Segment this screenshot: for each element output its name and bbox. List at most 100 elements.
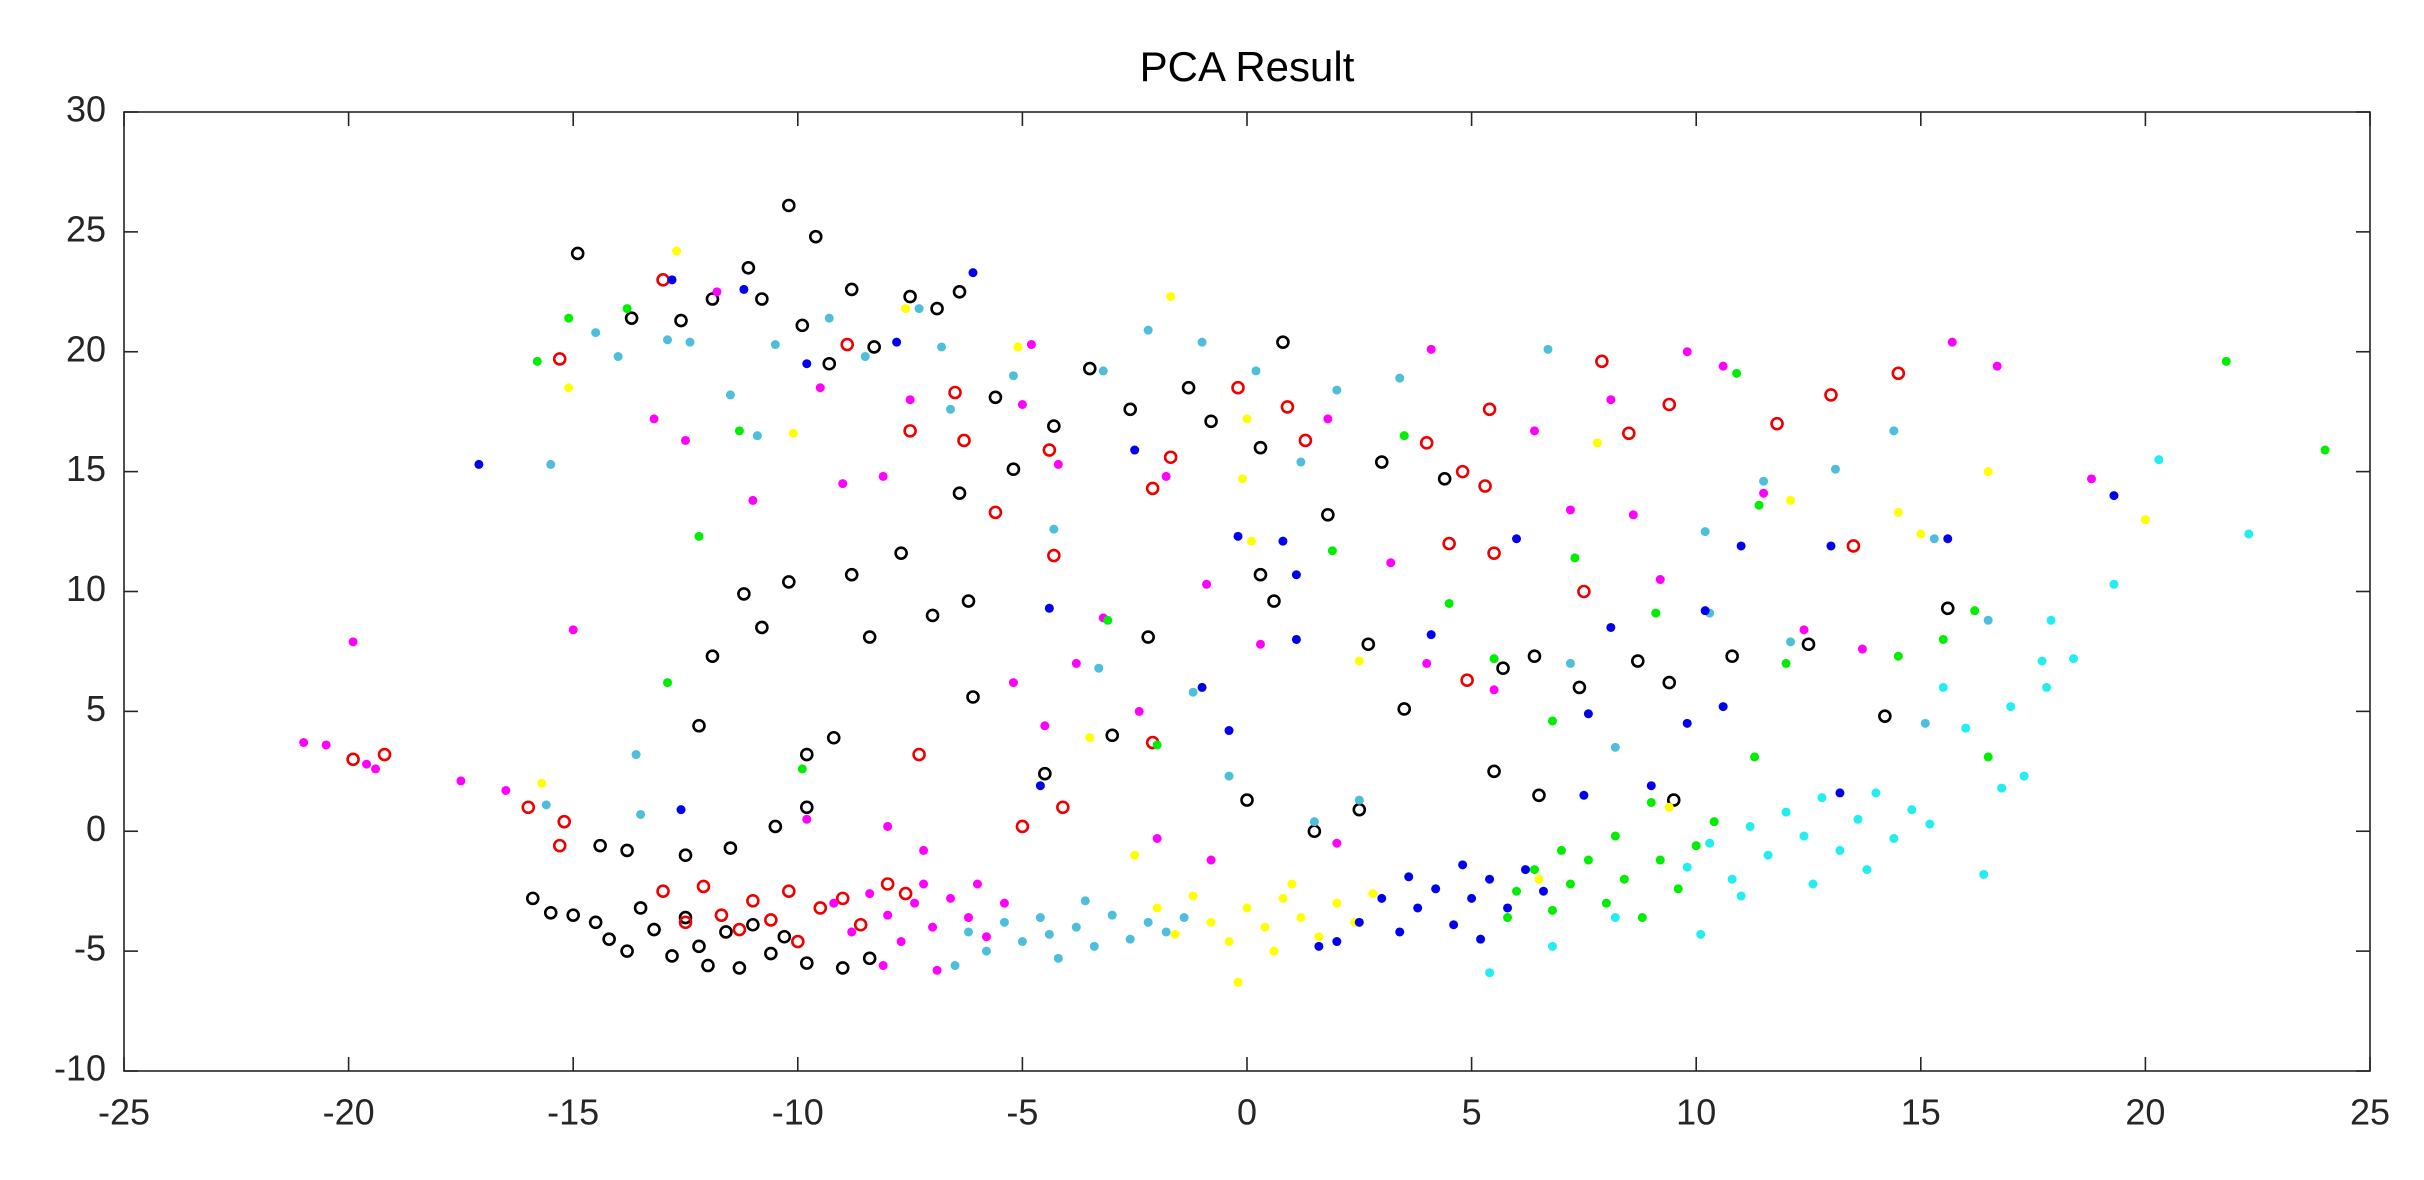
point bbox=[797, 764, 807, 774]
point bbox=[1026, 340, 1036, 350]
point bbox=[835, 961, 850, 975]
point bbox=[988, 505, 1003, 520]
point bbox=[1799, 831, 1809, 841]
point bbox=[1610, 742, 1620, 752]
point bbox=[1970, 606, 1980, 616]
point bbox=[1145, 481, 1160, 496]
point bbox=[847, 927, 857, 937]
point bbox=[901, 304, 911, 314]
y-tick-label: -10 bbox=[54, 1048, 106, 1089]
point bbox=[822, 356, 837, 371]
point bbox=[1044, 603, 1054, 613]
point bbox=[1467, 893, 1477, 903]
point bbox=[681, 435, 690, 445]
point bbox=[1269, 946, 1279, 956]
point bbox=[1224, 937, 1234, 947]
point bbox=[1233, 531, 1243, 541]
point bbox=[636, 809, 646, 819]
point bbox=[1606, 395, 1616, 405]
point bbox=[1143, 917, 1153, 927]
point bbox=[1489, 654, 1499, 664]
point bbox=[867, 340, 881, 354]
point bbox=[564, 313, 574, 323]
point bbox=[741, 261, 756, 275]
point bbox=[799, 956, 814, 970]
point bbox=[1354, 795, 1364, 805]
point bbox=[1718, 361, 1728, 371]
point bbox=[883, 910, 893, 920]
point bbox=[537, 778, 547, 788]
point bbox=[937, 342, 947, 352]
point bbox=[1846, 539, 1861, 553]
point bbox=[1134, 706, 1144, 716]
point bbox=[1547, 905, 1557, 915]
point bbox=[1651, 608, 1661, 618]
point bbox=[1130, 850, 1140, 860]
point bbox=[1008, 371, 1018, 381]
point bbox=[829, 898, 839, 908]
y-tick-label: -5 bbox=[74, 928, 106, 969]
point bbox=[1152, 903, 1162, 913]
point bbox=[371, 764, 381, 774]
point bbox=[1053, 459, 1063, 469]
point bbox=[1570, 553, 1580, 563]
point bbox=[1482, 402, 1497, 417]
point bbox=[892, 337, 902, 347]
point bbox=[1395, 927, 1405, 937]
point bbox=[963, 927, 973, 937]
point bbox=[1682, 347, 1692, 357]
point bbox=[1206, 917, 1216, 927]
point bbox=[903, 289, 917, 304]
point bbox=[764, 946, 778, 961]
point bbox=[1628, 510, 1638, 520]
x-tick-label: 5 bbox=[1462, 1092, 1482, 1133]
point bbox=[815, 383, 825, 393]
point bbox=[541, 800, 551, 810]
point bbox=[862, 630, 877, 644]
point bbox=[1291, 570, 1301, 580]
point bbox=[1727, 874, 1737, 884]
point bbox=[1781, 658, 1791, 668]
point bbox=[701, 958, 715, 973]
point bbox=[1419, 436, 1434, 450]
point bbox=[2320, 445, 2330, 455]
point bbox=[748, 495, 758, 505]
point bbox=[719, 925, 733, 939]
point bbox=[952, 486, 967, 501]
point bbox=[1979, 869, 1989, 879]
point bbox=[782, 198, 796, 213]
point bbox=[1529, 865, 1539, 875]
point bbox=[1437, 472, 1452, 486]
point bbox=[1496, 661, 1510, 676]
point bbox=[1534, 874, 1544, 884]
point bbox=[656, 884, 670, 898]
point bbox=[853, 917, 868, 932]
point bbox=[1238, 474, 1248, 484]
point bbox=[647, 922, 661, 937]
point bbox=[1799, 625, 1809, 635]
point bbox=[649, 414, 659, 424]
point bbox=[1354, 917, 1364, 927]
point bbox=[346, 752, 360, 767]
point bbox=[1786, 637, 1796, 647]
point bbox=[1938, 682, 1948, 692]
point bbox=[593, 838, 607, 853]
point bbox=[1181, 380, 1196, 395]
point bbox=[1997, 783, 2007, 793]
point bbox=[1197, 337, 1207, 347]
point bbox=[1242, 903, 1252, 913]
point bbox=[788, 428, 798, 438]
point bbox=[1314, 932, 1324, 942]
point bbox=[972, 879, 982, 889]
point bbox=[1246, 536, 1256, 546]
point bbox=[1583, 709, 1593, 719]
point bbox=[1527, 649, 1542, 664]
point bbox=[1754, 500, 1764, 510]
point bbox=[1278, 893, 1288, 903]
point bbox=[1422, 658, 1432, 668]
point bbox=[1691, 841, 1701, 851]
point bbox=[1395, 373, 1405, 383]
point bbox=[1938, 634, 1948, 644]
point bbox=[1732, 368, 1742, 378]
point bbox=[1089, 941, 1099, 951]
